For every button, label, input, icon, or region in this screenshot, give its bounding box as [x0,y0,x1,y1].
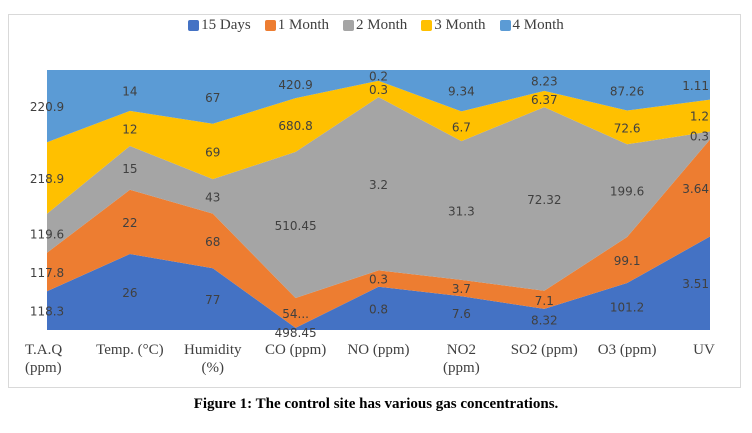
data-label: 15 [122,162,137,176]
data-label: 9.34 [448,85,475,99]
data-label: 69 [205,146,220,160]
area-series-2-month [47,97,710,298]
data-label: 0.8 [369,302,388,316]
legend-item-15-days[interactable]: 15 Days [188,17,251,34]
legend-item-3-month[interactable]: 3 Month [421,16,486,34]
data-label: 420.9 [278,78,312,92]
data-label: 72.6 [614,121,641,135]
legend-swatch [499,19,511,31]
data-label: 26 [122,286,137,300]
data-label: 498.45 [275,326,317,340]
data-label: 1.11 [682,79,709,93]
data-label: 510.45 [275,219,317,233]
legend-label: 2 Month [356,16,408,33]
x-tick-label: Humidity (%) [183,342,242,376]
data-label: 3.51 [682,277,709,291]
data-label: 1.2 [690,110,709,124]
legend-swatch [188,19,200,31]
data-label: 7.1 [535,294,554,308]
data-label: 72.32 [527,193,561,207]
legend-item-2-month[interactable]: 2 Month [343,17,407,34]
data-label: 680.8 [278,119,312,133]
data-label: 68 [205,235,220,249]
data-label: 22 [122,216,137,230]
data-label: 3.2 [369,178,388,192]
data-label: 3.7 [452,282,471,296]
legend-item-1-month[interactable]: 1 Month [264,16,330,34]
data-label: 67 [205,91,220,105]
x-tick-label: T.A.Q (ppm) [25,342,63,376]
data-label: 31.3 [448,205,475,219]
data-label: 6.37 [531,93,558,107]
legend-swatch [343,19,355,31]
data-label: 43 [205,190,220,204]
data-label: 199.6 [610,185,644,199]
data-label: 6.7 [452,120,471,134]
data-label: 117.8 [30,266,64,280]
legend: 15 Days 1 Month 2 Month 3 Month 4 Month [0,14,752,36]
area-series-4-month [47,70,710,143]
data-label: 0.3 [369,83,388,97]
data-label: 14 [122,84,137,98]
data-label: 220.9 [30,100,64,114]
data-label: 7.6 [452,307,471,321]
data-label: 3.64 [682,182,709,196]
data-label: 101.2 [610,301,644,315]
figure-caption: Figure 1: The control site has various g… [193,396,559,412]
x-tick-label: NO (ppm) [347,342,410,358]
data-label: 8.23 [531,75,558,89]
data-label: 8.32 [531,313,558,327]
legend-swatch [421,19,433,31]
data-label: 0.2 [369,69,388,83]
legend-label: 4 Month [512,16,564,33]
legend-label: 1 Month [277,16,330,33]
x-tick-label: CO (ppm) [265,342,327,358]
data-label: 87.26 [610,84,644,98]
area-series-1-month [47,139,710,328]
legend-label: 15 Days [201,16,251,33]
area-series-15-days [47,236,710,330]
x-tick-label: SO2 (ppm) [510,342,578,358]
data-label: 119.6 [30,227,64,241]
data-label: 99.1 [614,254,641,268]
data-label: 0.3 [690,130,709,144]
legend-item-4-month[interactable]: 4 Month [499,16,564,34]
data-label: 77 [205,293,220,307]
data-label: 118.3 [30,305,64,319]
x-tick-label: NO2 (ppm) [443,342,480,376]
legend-swatch [264,19,276,31]
data-label: 0.3 [369,273,388,287]
data-label: 218.9 [30,172,64,186]
x-tick-label: Temp. (°C) [96,342,164,358]
data-label: 12 [122,122,137,136]
area-series-3-month [47,80,710,214]
x-tick-label: UV [693,342,715,358]
data-label: 54... [282,307,309,321]
legend-label: 3 Month [434,16,486,33]
x-tick-label: O3 (ppm) [597,342,657,358]
